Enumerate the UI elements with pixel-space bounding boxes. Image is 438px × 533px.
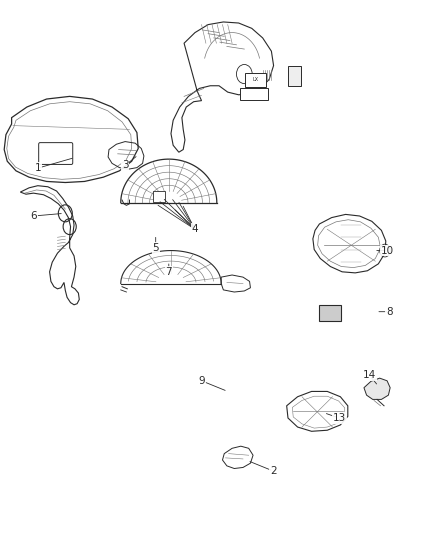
- Text: 1: 1: [35, 163, 41, 173]
- FancyBboxPatch shape: [288, 66, 301, 86]
- Text: 6: 6: [30, 211, 37, 221]
- FancyBboxPatch shape: [39, 143, 73, 165]
- FancyBboxPatch shape: [245, 73, 266, 87]
- FancyBboxPatch shape: [240, 88, 268, 100]
- Text: 9: 9: [198, 376, 205, 386]
- Text: 8: 8: [386, 306, 392, 317]
- Text: 4: 4: [192, 224, 198, 235]
- Text: 5: 5: [152, 243, 159, 253]
- Text: 4: 4: [192, 224, 198, 235]
- Text: 13: 13: [332, 413, 346, 423]
- Text: 7: 7: [166, 267, 172, 277]
- FancyBboxPatch shape: [152, 191, 165, 201]
- Text: 2: 2: [270, 466, 277, 476]
- Polygon shape: [364, 378, 390, 399]
- Text: 10: 10: [381, 246, 394, 255]
- Text: LX: LX: [253, 77, 259, 83]
- Text: 3: 3: [122, 160, 128, 171]
- Text: 14: 14: [363, 370, 376, 381]
- FancyBboxPatch shape: [318, 305, 341, 321]
